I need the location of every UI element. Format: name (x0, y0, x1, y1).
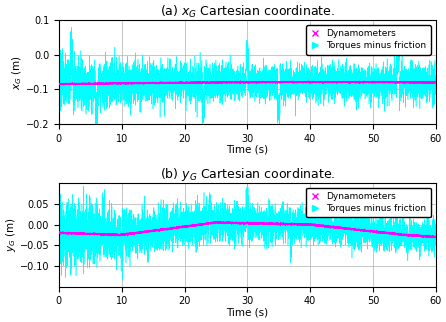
Dynamometers (433, 235, 438, 239)
Torques minus friction (148, 74, 153, 78)
Title: (a) $x_G$ Cartesian coordinate.: (a) $x_G$ Cartesian coordinate. (160, 4, 335, 20)
Torques minus friction (433, 223, 438, 226)
Dynamometers (225, 80, 231, 84)
Dynamometers (73, 83, 78, 87)
Torques minus friction (148, 245, 153, 249)
Torques minus friction (198, 219, 204, 223)
Dynamometers (56, 232, 62, 235)
Torques minus friction (433, 89, 438, 92)
Torques minus friction (430, 237, 435, 241)
Dynamometers (146, 80, 151, 84)
Torques minus friction (56, 132, 62, 136)
Line: Dynamometers: Dynamometers (59, 81, 436, 85)
Legend: Dynamometers, Torques minus friction: Dynamometers, Torques minus friction (306, 25, 431, 54)
Y-axis label: $y_G$ (m): $y_G$ (m) (4, 217, 18, 252)
Title: (b) $y_G$ Cartesian coordinate.: (b) $y_G$ Cartesian coordinate. (160, 166, 335, 183)
Torques minus friction (200, 135, 205, 138)
Dynamometers (56, 82, 62, 86)
Dynamometers (433, 81, 438, 85)
Dynamometers (430, 80, 435, 84)
Torques minus friction (144, 249, 149, 252)
Torques minus friction (146, 84, 151, 88)
X-axis label: Time (s): Time (s) (226, 308, 268, 318)
Line: Dynamometers: Dynamometers (59, 222, 436, 238)
Dynamometers (144, 231, 149, 234)
Dynamometers (198, 80, 204, 84)
Legend: Dynamometers, Torques minus friction: Dynamometers, Torques minus friction (306, 188, 431, 217)
Line: Torques minus friction: Torques minus friction (59, 179, 436, 280)
Dynamometers (214, 220, 219, 223)
Torques minus friction (56, 233, 62, 237)
Torques minus friction (120, 278, 125, 282)
Dynamometers (146, 229, 151, 232)
Dynamometers (428, 236, 433, 240)
Torques minus friction (146, 238, 151, 242)
Dynamometers (144, 81, 149, 85)
Line: Torques minus friction: Torques minus friction (59, 27, 436, 137)
Torques minus friction (245, 177, 250, 181)
Dynamometers (198, 223, 203, 226)
Torques minus friction (225, 203, 231, 207)
Torques minus friction (198, 82, 204, 86)
Dynamometers (148, 81, 153, 85)
Dynamometers (430, 235, 435, 239)
Torques minus friction (69, 25, 74, 29)
Torques minus friction (144, 81, 149, 85)
Dynamometers (225, 221, 231, 224)
Torques minus friction (225, 76, 231, 80)
Y-axis label: $x_G$ (m): $x_G$ (m) (11, 55, 24, 90)
Dynamometers (148, 230, 153, 233)
X-axis label: Time (s): Time (s) (226, 145, 268, 155)
Dynamometers (238, 79, 244, 83)
Torques minus friction (430, 106, 435, 110)
